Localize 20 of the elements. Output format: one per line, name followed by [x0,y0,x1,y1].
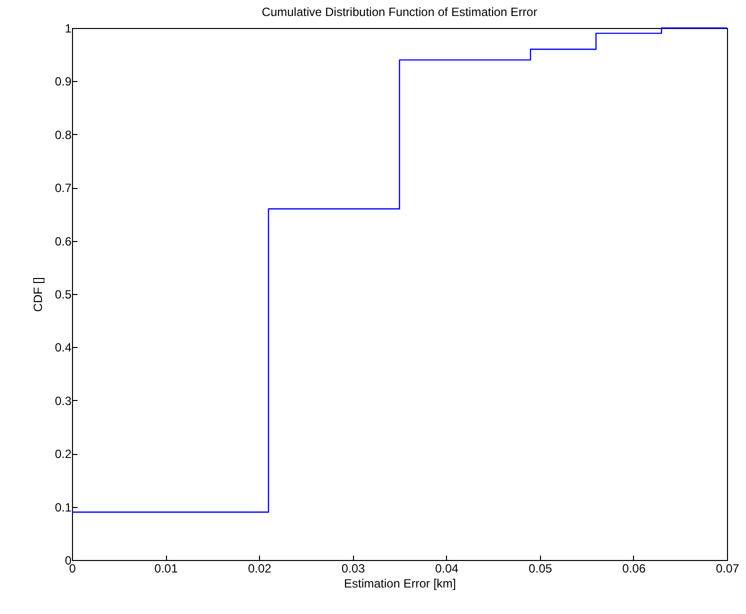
chart-title: Cumulative Distribution Function of Estimation Error [262,5,538,19]
x-tick-label: 0.01 [154,562,178,576]
x-tick-label: 0.05 [528,562,552,576]
y-tick-label: 0.2 [54,447,72,462]
x-tick-label: 0.03 [342,562,366,576]
y-tick-label: 0.6 [54,234,72,248]
x-tick-label: 0.02 [248,562,272,576]
y-tick-label: 0.7 [54,181,72,196]
y-tick-label: 0.8 [54,128,72,142]
x-tick-label: 0.07 [716,562,740,576]
y-tick-label: 0.4 [54,340,72,355]
y-tick-label: 0.5 [54,288,72,302]
x-axis-title: Estimation Error [km] [344,576,456,590]
y-tick-label: 0.3 [54,394,72,408]
x-tick-label: 0.06 [622,562,646,576]
y-tick-label: 0.1 [54,500,72,514]
x-tick-label: 0.04 [435,562,459,576]
y-tick-label: 0.9 [54,74,72,89]
y-tick-label: 1 [64,22,72,36]
y-axis-title: CDF [] [30,277,45,312]
